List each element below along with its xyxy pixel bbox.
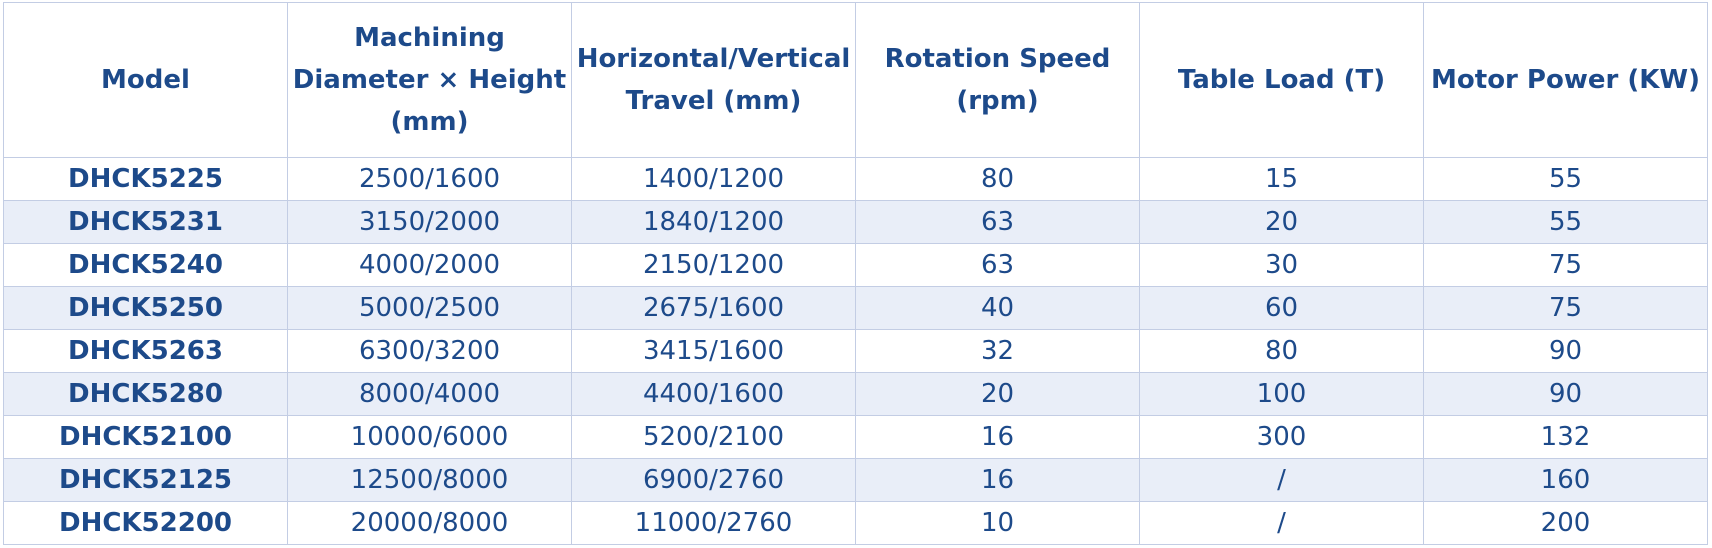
table-cell: 80 (1139, 329, 1424, 373)
table-row: DHCK52200 20000/8000 11000/2760 10/200 (3, 501, 1708, 545)
table-cell: 1840/1200 (571, 200, 856, 244)
table-cell: 2675/1600 (571, 286, 856, 330)
table-cell: 90 (1423, 329, 1708, 373)
table-cell: 63 (855, 200, 1140, 244)
model-cell: DHCK52200 (3, 501, 288, 545)
table-row: DHCK5263 6300/3200 3415/1600 32 80 90 (3, 329, 1708, 373)
model-cell: DHCK52100 (3, 415, 288, 459)
table-cell: 20 (1139, 200, 1424, 244)
table-row: DHCK5240 4000/2000 2150/1200 63 30 75 (3, 243, 1708, 287)
table-cell: 63 (855, 243, 1140, 287)
table-cell: 1400/1200 (571, 157, 856, 201)
table-cell: 200 (1423, 501, 1708, 545)
table-cell: 60 (1139, 286, 1424, 330)
table-cell: 90 (1423, 372, 1708, 416)
header-cell: Model (3, 2, 288, 158)
table-cell: 5200/2100 (571, 415, 856, 459)
header-row: Model Machining Diameter × Height (mm) Hor… (3, 2, 1708, 158)
table-cell: / (1139, 458, 1424, 502)
table-row: DHCK5250 5000/2500 2675/1600 40 60 75 (3, 286, 1708, 330)
header-cell: Motor Power (KW) (1423, 2, 1708, 158)
table-cell: 6900/2760 (571, 458, 856, 502)
table-cell: 30 (1139, 243, 1424, 287)
table-cell: 3150/2000 (287, 200, 572, 244)
table-cell: 11000/2760 (571, 501, 856, 545)
table-cell: 100 (1139, 372, 1424, 416)
table-cell: 16 (855, 458, 1140, 502)
table-cell: 12500/8000 (287, 458, 572, 502)
model-cell: DHCK5280 (3, 372, 288, 416)
table-cell: 132 (1423, 415, 1708, 459)
model-cell: DHCK5263 (3, 329, 288, 373)
model-cell: DHCK5250 (3, 286, 288, 330)
table-cell: 2500/1600 (287, 157, 572, 201)
model-cell: DHCK52125 (3, 458, 288, 502)
table-cell: 3415/1600 (571, 329, 856, 373)
table-row: DHCK5225 2500/1600 1400/1200 80 15 55 (3, 157, 1708, 201)
table-cell: 300 (1139, 415, 1424, 459)
table-cell: 80 (855, 157, 1140, 201)
table-header: Model Machining Diameter × Height (mm) Hor… (3, 2, 1708, 158)
table-cell: 15 (1139, 157, 1424, 201)
table-cell: 16 (855, 415, 1140, 459)
table-cell: 2150/1200 (571, 243, 856, 287)
table-cell: 55 (1423, 157, 1708, 201)
table-cell: 10 (855, 501, 1140, 545)
table-cell: 20 (855, 372, 1140, 416)
model-cell: DHCK5240 (3, 243, 288, 287)
table-row: DHCK5280 8000/4000 4400/1600 20 100 90 (3, 372, 1708, 416)
table-cell: 5000/2500 (287, 286, 572, 330)
table-cell: 10000/6000 (287, 415, 572, 459)
table-row: DHCK52100 10000/6000 5200/2100 16 300 132 (3, 415, 1708, 459)
table-cell: 75 (1423, 286, 1708, 330)
header-cell: Table Load (T) (1139, 2, 1424, 158)
header-cell: Machining Diameter × Height (mm) (287, 2, 572, 158)
table-cell: 160 (1423, 458, 1708, 502)
table-cell: 40 (855, 286, 1140, 330)
table-cell: 6300/3200 (287, 329, 572, 373)
model-cell: DHCK5225 (3, 157, 288, 201)
table-cell: 8000/4000 (287, 372, 572, 416)
table-cell: 32 (855, 329, 1140, 373)
spec-table: Model Machining Diameter × Height (mm) Hor… (3, 2, 1708, 545)
header-cell: Horizontal/Vertical Travel (mm) (571, 2, 856, 158)
table-cell: / (1139, 501, 1424, 545)
table-row: DHCK52125 12500/8000 6900/2760 16/160 (3, 458, 1708, 502)
table-cell: 4400/1600 (571, 372, 856, 416)
table-body: DHCK5225 2500/1600 1400/1200 80 15 55 DHCK5231… (3, 157, 1708, 545)
table-cell: 20000/8000 (287, 501, 572, 545)
table-cell: 75 (1423, 243, 1708, 287)
table-cell: 4000/2000 (287, 243, 572, 287)
header-cell: Rotation Speed (rpm) (855, 2, 1140, 158)
table-row: DHCK5231 3150/2000 1840/1200 63 20 55 (3, 200, 1708, 244)
table-cell: 55 (1423, 200, 1708, 244)
model-cell: DHCK5231 (3, 200, 288, 244)
